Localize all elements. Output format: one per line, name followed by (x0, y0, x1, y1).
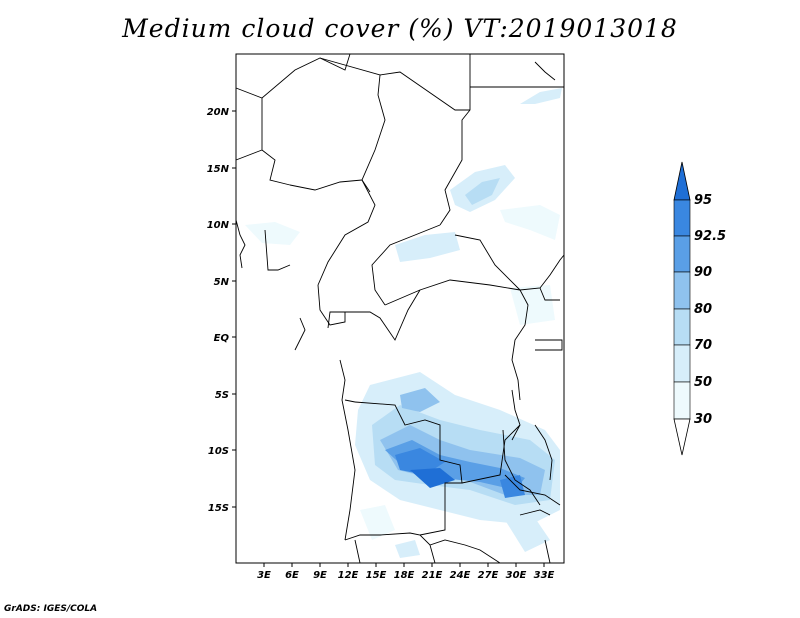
lon-tick-label: 6E (285, 570, 299, 581)
colorbar-swatch (673, 271, 691, 310)
colorbar-bottom-arrow (673, 418, 691, 456)
colorbar-label: 50 (694, 375, 712, 390)
colorbar-swatch (673, 308, 691, 346)
colorbar-label: 70 (694, 338, 712, 353)
lon-tick-label: 15E (366, 570, 387, 581)
lon-tick-label: 18E (394, 570, 415, 581)
colorbar-swatch (673, 235, 691, 273)
lat-tick-label: 10S (208, 446, 229, 457)
cloud-fill-layer (245, 88, 562, 558)
lon-tick-label: 30E (506, 570, 527, 581)
lat-tick-label: 15N (207, 164, 230, 175)
colorbar-label: 95 (694, 193, 712, 208)
colorbar-top-arrow (673, 161, 691, 201)
lat-axis: 20N 15N 10N 5N EQ 5S 10S 15S (207, 107, 236, 514)
lat-tick-label: 10N (207, 220, 230, 231)
lon-tick-label: 24E (450, 570, 471, 581)
lat-tick-label: 5S (215, 390, 229, 401)
credit-label: GrADS: IGES/COLA (4, 604, 98, 614)
colorbar-label: 80 (694, 302, 712, 317)
lon-tick-label: 12E (338, 570, 359, 581)
lat-tick-label: 5N (214, 277, 230, 288)
lon-tick-label: 21E (422, 570, 443, 581)
lon-tick-label: 33E (534, 570, 555, 581)
lon-tick-label: 27E (478, 570, 499, 581)
lon-axis: 3E 6E 9E 12E 15E 18E 21E 24E 27E 30E 33E (257, 563, 555, 581)
colorbar-label: 30 (694, 412, 712, 427)
colorbar-label: 92.5 (694, 229, 726, 244)
page-title: Medium cloud cover (%) VT:2019013018 (122, 14, 678, 43)
colorbar-swatch (673, 199, 691, 237)
lat-tick-label: 20N (207, 107, 230, 118)
country-borders (235, 53, 565, 564)
colorbar: 95 92.5 90 80 70 50 30 (673, 161, 726, 456)
colorbar-swatch (673, 381, 691, 420)
lon-tick-label: 3E (257, 570, 271, 581)
colorbar-label: 90 (694, 265, 712, 280)
lat-tick-label: EQ (214, 333, 230, 344)
lat-tick-label: 15S (208, 503, 229, 514)
colorbar-swatch (673, 344, 691, 383)
lon-tick-label: 9E (313, 570, 327, 581)
